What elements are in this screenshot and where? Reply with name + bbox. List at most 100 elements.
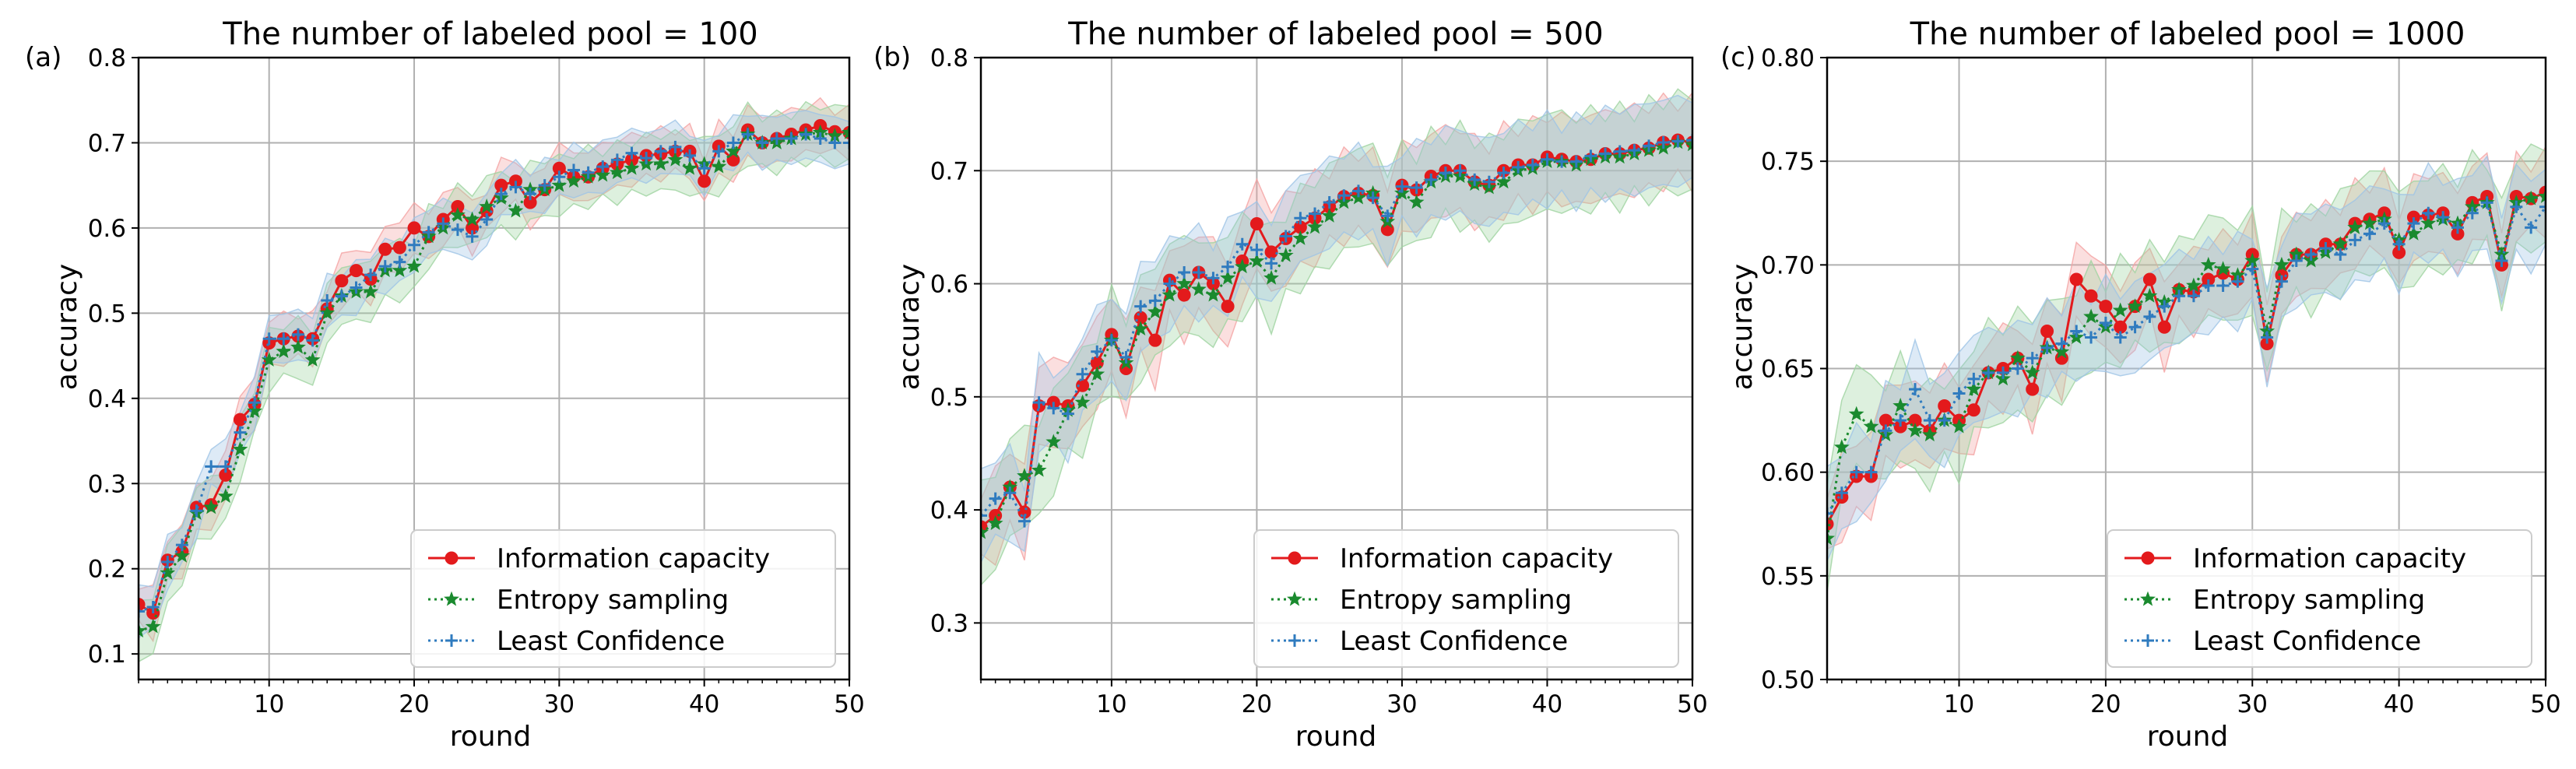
y-tick-label: 0.55 <box>1761 563 1815 591</box>
data-point-entropy-sampling <box>1190 281 1207 297</box>
data-point-least-confidence <box>814 132 827 145</box>
panel-label: (b) <box>873 42 911 73</box>
data-point-information-capacity <box>1827 517 1834 531</box>
data-point-least-confidence <box>1250 243 1263 256</box>
data-point-least-confidence <box>1323 195 1336 209</box>
data-point-entropy-sampling <box>290 339 306 354</box>
data-point-least-confidence <box>1163 277 1176 290</box>
data-point-least-confidence <box>1482 175 1495 188</box>
data-point-entropy-sampling <box>2215 261 2231 276</box>
y-tick-label: 0.6 <box>88 215 126 243</box>
data-point-least-confidence <box>393 255 406 269</box>
data-point-least-confidence <box>1967 372 1980 385</box>
data-point-least-confidence <box>770 132 783 145</box>
data-point-least-confidence <box>1032 396 1046 409</box>
data-point-entropy-sampling <box>2112 302 2128 318</box>
data-point-entropy-sampling <box>595 167 611 182</box>
data-point-least-confidence <box>625 146 638 160</box>
data-point-least-confidence <box>669 140 682 153</box>
data-point-least-confidence <box>2525 221 2538 234</box>
data-point-least-confidence <box>1555 155 1569 168</box>
data-point-least-confidence <box>1671 135 1685 148</box>
data-point-least-confidence <box>1686 134 1692 147</box>
data-point-least-confidence <box>2377 217 2391 230</box>
data-point-information-capacity <box>698 174 712 188</box>
data-point-entropy-sampling <box>726 142 741 158</box>
legend-swatch-marker <box>1287 591 1302 606</box>
data-point-entropy-sampling <box>1205 286 1221 302</box>
data-point-entropy-sampling <box>1074 394 1091 409</box>
data-point-least-confidence <box>1294 212 1307 225</box>
axes-frame <box>1826 56 2547 681</box>
chart-title: The number of labeled pool = 1000 <box>1910 16 2465 52</box>
data-point-least-confidence <box>1192 266 1205 279</box>
data-point-least-confidence <box>726 136 740 149</box>
data-point-information-capacity <box>1148 333 1162 347</box>
data-point-entropy-sampling <box>1907 422 1923 437</box>
legend: Information capacity Entropy sampling Le… <box>2107 529 2532 668</box>
data-point-least-confidence <box>1982 366 1995 379</box>
data-point-entropy-sampling <box>2083 308 2099 324</box>
data-point-least-confidence <box>248 396 262 409</box>
x-tick-label: 30 <box>544 690 575 718</box>
x-tick-label: 30 <box>2237 690 2268 718</box>
y-tick-label: 0.80 <box>1761 44 1815 72</box>
data-point-least-confidence <box>2319 242 2332 255</box>
legend-label-least-confidence: Least Confidence <box>1340 626 1568 657</box>
data-point-entropy-sampling <box>2054 343 2070 359</box>
data-point-least-confidence <box>2085 331 2098 344</box>
y-axis-label: accuracy <box>894 264 926 390</box>
data-point-least-confidence <box>2216 279 2230 292</box>
data-point-least-confidence <box>1643 139 1656 153</box>
data-point-least-confidence <box>2539 200 2546 213</box>
data-point-entropy-sampling <box>319 304 336 320</box>
panel-c: (c) The number of labeled pool = 1000 ro… <box>1720 16 2561 753</box>
data-point-least-confidence <box>2011 362 2024 375</box>
data-point-least-confidence <box>843 136 849 149</box>
data-point-least-confidence <box>1613 145 1626 158</box>
data-point-entropy-sampling <box>450 207 466 222</box>
data-point-least-confidence <box>1279 230 1292 243</box>
data-point-information-capacity <box>1264 245 1278 259</box>
data-point-least-confidence <box>1017 514 1031 528</box>
data-point-entropy-sampling <box>1321 207 1337 223</box>
data-point-entropy-sampling <box>2362 215 2377 230</box>
data-point-least-confidence <box>2437 211 2450 224</box>
data-point-entropy-sampling <box>174 547 190 563</box>
data-point-least-confidence <box>480 212 494 226</box>
data-point-entropy-sampling <box>609 164 625 180</box>
data-point-least-confidence <box>1894 414 1907 427</box>
y-axis-label: accuracy <box>51 264 83 390</box>
data-point-entropy-sampling <box>1147 304 1163 319</box>
data-point-least-confidence <box>2099 316 2112 329</box>
data-point-entropy-sampling <box>1966 381 1982 396</box>
data-point-information-capacity <box>2069 272 2083 286</box>
data-point-least-confidence <box>277 332 290 346</box>
data-point-least-confidence <box>1178 266 1191 279</box>
data-point-entropy-sampling <box>160 564 176 580</box>
x-tick-label: 50 <box>2530 690 2560 718</box>
series-line-least-confidence <box>1827 200 2546 514</box>
data-point-least-confidence <box>2422 206 2435 219</box>
legend-label-least-confidence: Least Confidence <box>497 626 725 657</box>
data-point-information-capacity <box>1380 223 1394 237</box>
y-tick-label: 0.7 <box>88 129 126 157</box>
legend-label-entropy-sampling: Entropy sampling <box>497 585 729 616</box>
data-point-least-confidence <box>190 504 203 518</box>
data-point-entropy-sampling <box>479 198 495 213</box>
data-point-least-confidence <box>2349 234 2362 247</box>
data-point-least-confidence <box>1265 257 1278 270</box>
data-point-information-capacity <box>378 242 392 256</box>
data-point-least-confidence <box>494 188 508 201</box>
data-point-least-confidence <box>1061 407 1074 420</box>
y-tick-label: 0.65 <box>1761 356 1815 384</box>
data-point-least-confidence <box>2392 237 2406 251</box>
data-point-least-confidence <box>1091 345 1104 358</box>
data-point-entropy-sampling <box>464 211 480 226</box>
data-point-entropy-sampling <box>2009 349 2026 365</box>
data-point-information-capacity <box>349 264 363 278</box>
data-point-entropy-sampling <box>842 124 849 139</box>
y-tick-label: 0.7 <box>930 157 968 185</box>
legend-label-information-capacity: Information capacity <box>2193 543 2466 574</box>
x-tick-label: 10 <box>254 690 284 718</box>
